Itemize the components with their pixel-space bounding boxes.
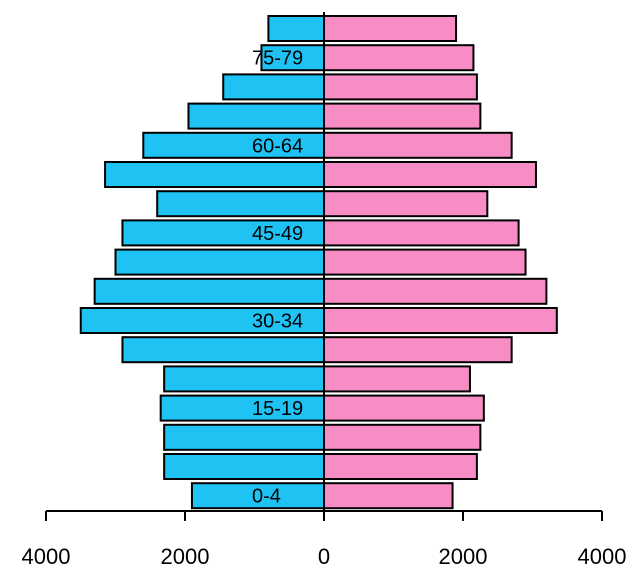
bar-right-35-39: [323, 277, 548, 305]
age-labels-group: 0-4 15-19 30-34 45-49 60-64 75-79: [252, 48, 303, 508]
bar-right-55-59: [323, 161, 537, 188]
bar-left-60-64: [142, 131, 325, 159]
x-tick-label-2: 0: [318, 544, 330, 569]
bar-right-45-49: [323, 219, 520, 247]
x-axis: 4000 2000 0 2000 4000: [22, 12, 627, 569]
bar-left-5-9: [163, 453, 325, 480]
x-tick-label-1: 2000: [161, 544, 210, 569]
bar-right-80+: [323, 15, 458, 42]
bar-right-25-29: [323, 336, 513, 364]
bar-left-80+: [267, 15, 325, 42]
age-label-15-19: 15-19: [252, 398, 303, 420]
x-tick-label-0: 4000: [22, 544, 71, 569]
age-label-75-79: 75-79: [252, 48, 303, 70]
x-tick-label-3: 2000: [439, 544, 488, 569]
bar-left-65-69: [187, 102, 325, 130]
bar-right-30-34: [323, 307, 558, 334]
bar-left-10-14: [163, 423, 325, 451]
bar-right-50-54: [323, 190, 489, 218]
bar-right-75-79: [323, 44, 475, 72]
bar-right-15-19: [323, 394, 485, 422]
bar-left-55-59: [104, 161, 325, 188]
age-label-60-64: 60-64: [252, 135, 303, 157]
bar-right-5-9: [323, 453, 478, 480]
bar-left-0-4: [190, 482, 325, 510]
bar-right-65-69: [323, 102, 482, 130]
bar-right-10-14: [323, 423, 482, 451]
bar-right-60-64: [323, 131, 513, 159]
bar-left-20-24: [163, 365, 325, 393]
bar-right-40-44: [323, 248, 527, 276]
bar-left-70-74: [222, 73, 326, 101]
age-label-45-49: 45-49: [252, 223, 303, 245]
bar-left-50-54: [156, 190, 325, 218]
bar-right-0-4: [323, 482, 454, 510]
bar-left-30-34: [79, 307, 325, 334]
age-label-30-34: 30-34: [252, 311, 303, 333]
bar-left-25-29: [121, 336, 325, 364]
age-label-0-4: 0-4: [252, 486, 281, 508]
bar-right-20-24: [323, 365, 471, 393]
bar-left-15-19: [159, 394, 325, 422]
bar-left-35-39: [93, 277, 326, 305]
bar-right-70-74: [323, 73, 478, 101]
bars-group: [79, 15, 558, 510]
bar-left-40-44: [114, 248, 325, 276]
x-tick-label-4: 4000: [578, 544, 627, 569]
